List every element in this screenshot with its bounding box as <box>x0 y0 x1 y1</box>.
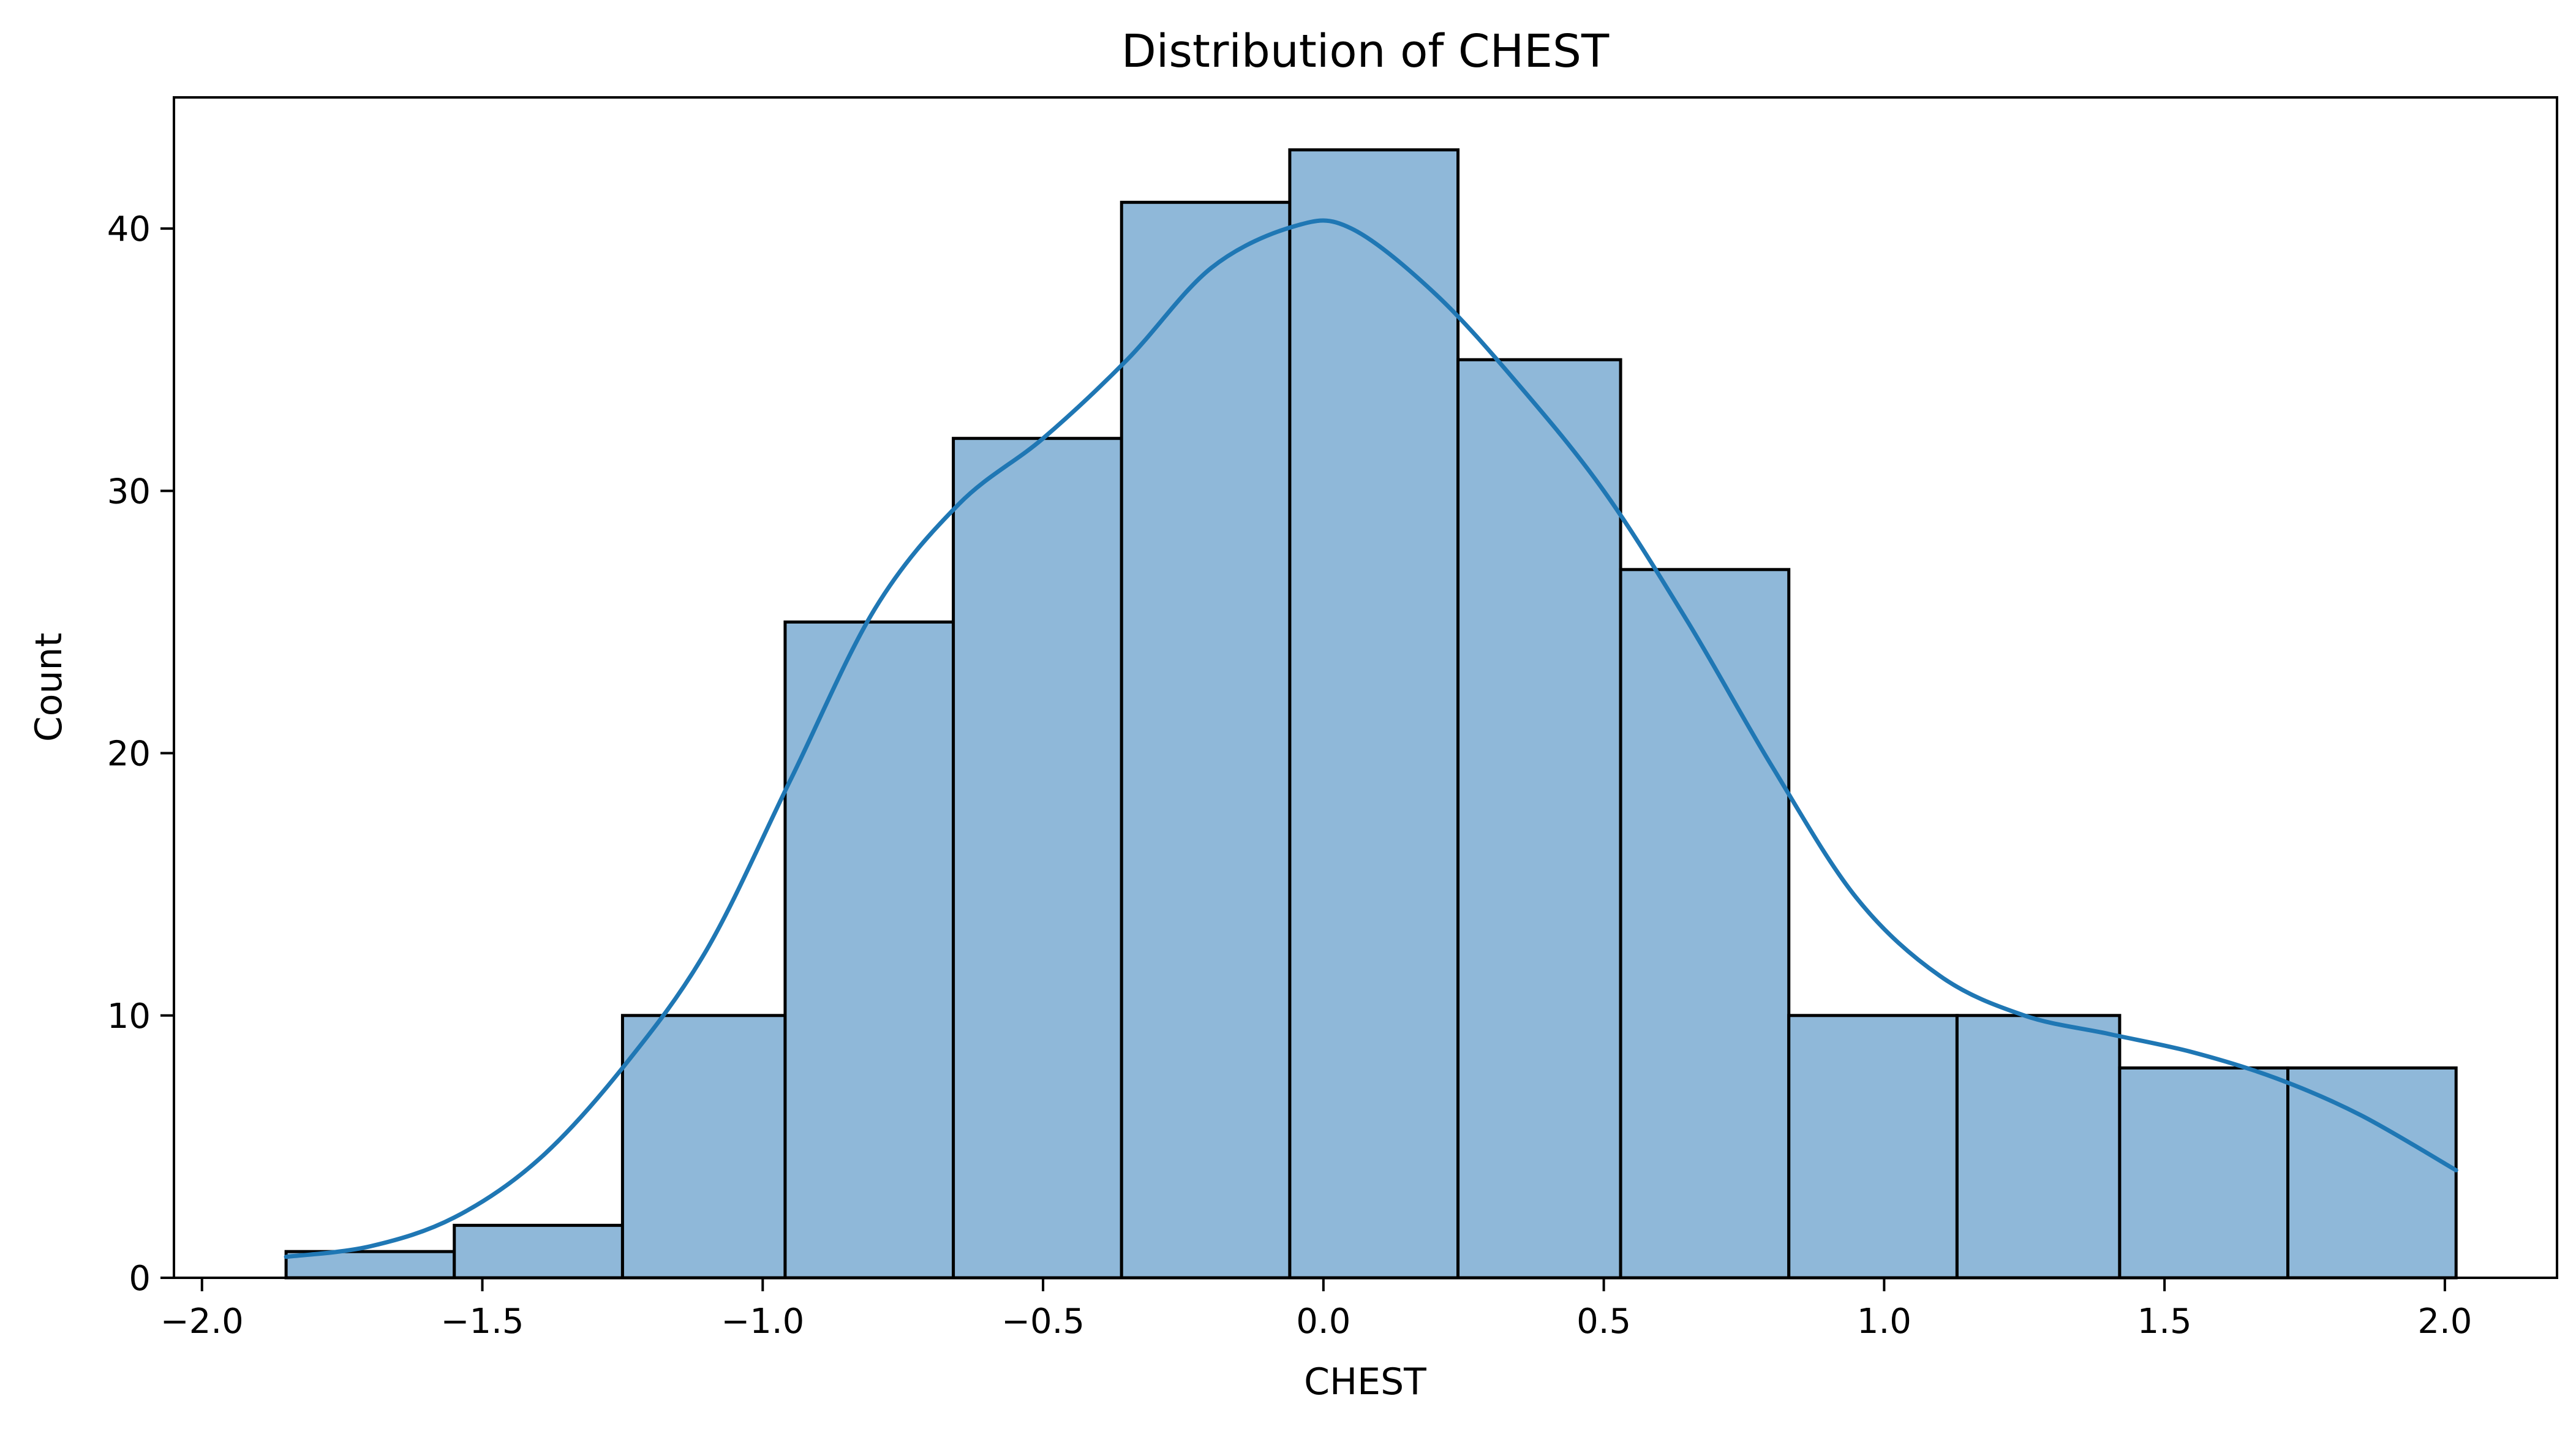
histogram-bar <box>1955 1014 2122 1280</box>
histogram-bar <box>453 1223 624 1280</box>
x-tick-label: 2.0 <box>2417 1302 2472 1342</box>
x-tick-label: 1.5 <box>2137 1302 2192 1342</box>
histogram-bar <box>620 1014 787 1280</box>
histogram-bar <box>1456 358 1622 1280</box>
x-tick-label: 0.0 <box>1296 1302 1350 1342</box>
histogram-bar <box>2118 1066 2290 1280</box>
x-tick-label: 0.5 <box>1576 1302 1631 1342</box>
x-axis-label: CHEST <box>1304 1360 1426 1403</box>
histogram-bar <box>1120 200 1292 1280</box>
histogram-bar <box>1619 568 1791 1280</box>
x-tick-label: −0.5 <box>1001 1302 1085 1342</box>
bars-layer <box>284 148 2458 1280</box>
x-axis: −2.0 −1.5 −1.0 −0.5 0.0 0.5 1.0 1.5 2.0 <box>160 1278 2472 1342</box>
x-tick-label: 1.0 <box>1857 1302 1911 1342</box>
y-tick-label: 0 <box>129 1259 151 1299</box>
y-axis-label: Count <box>28 633 70 742</box>
y-tick-label: 10 <box>107 997 151 1036</box>
x-tick-label: −1.0 <box>721 1302 804 1342</box>
kde-line <box>284 218 2458 1259</box>
histogram-bar <box>952 437 1123 1280</box>
y-axis: 0 10 20 30 40 <box>107 209 174 1299</box>
chart-title: Distribution of CHEST <box>1121 25 1610 78</box>
histogram-bar <box>2286 1066 2458 1280</box>
histogram-bar <box>1787 1014 1959 1280</box>
x-tick-label: −1.5 <box>441 1302 524 1342</box>
x-tick-label: −2.0 <box>160 1302 244 1342</box>
y-tick-label: 30 <box>107 472 151 511</box>
plot-area <box>173 96 2558 1279</box>
y-tick-label: 20 <box>107 734 151 774</box>
histogram-bar <box>783 620 955 1280</box>
histogram-bar <box>1288 148 1460 1280</box>
y-tick-label: 40 <box>107 209 151 249</box>
